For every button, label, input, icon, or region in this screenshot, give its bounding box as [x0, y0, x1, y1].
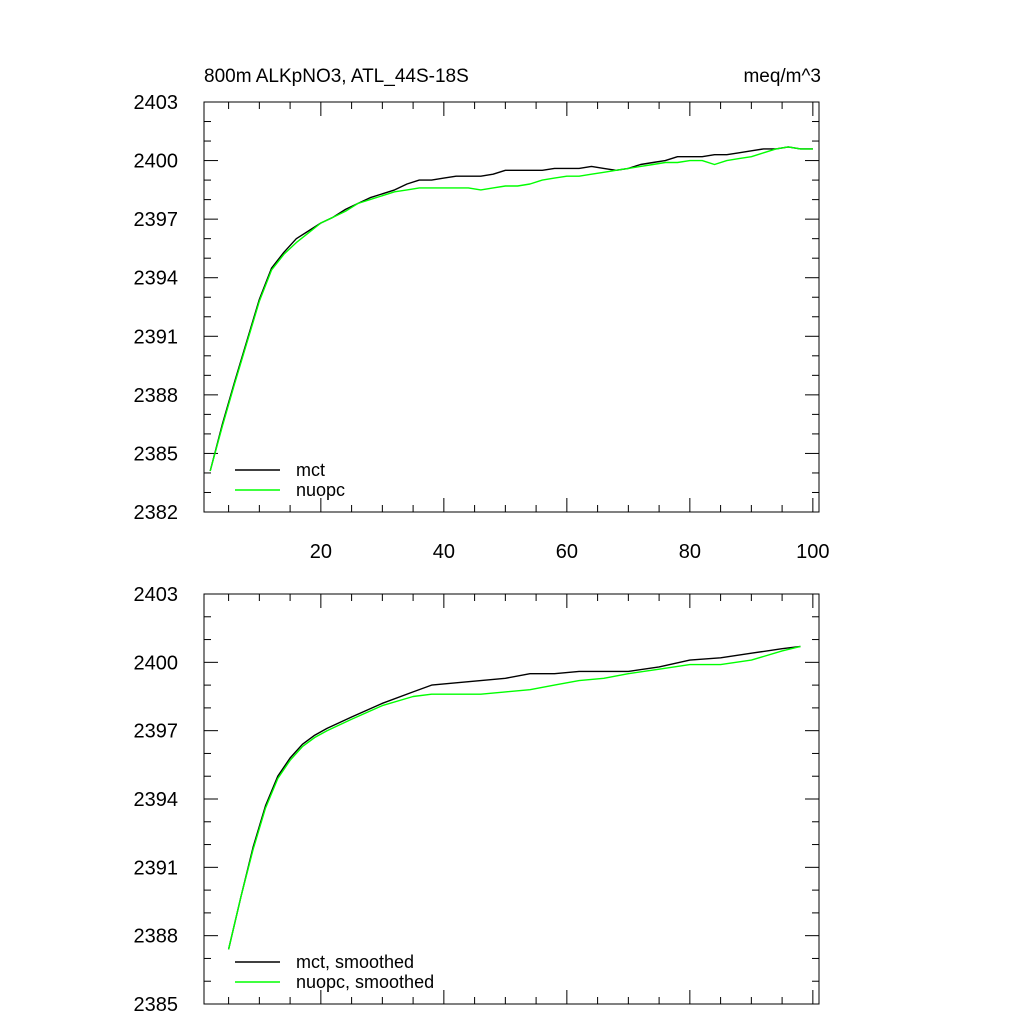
top-x-axis: 20 40 60 80 100: [228, 102, 830, 563]
x-tick-label: 20: [310, 541, 332, 563]
top-panel: 800m ALKpNO3, ATL_44S-18S meq/m^3 238223…: [134, 66, 830, 563]
legend-label-mct-smoothed: mct, smoothed: [296, 952, 414, 972]
y-tick-label: 2388: [134, 385, 179, 407]
y-tick-label: 2388: [134, 926, 179, 948]
top-plot-frame: [203, 101, 820, 513]
bottom-panel: 2385 2388 2391 2394 2397 2400 2403 mct, smooth…: [134, 584, 820, 1016]
y-tick-label: 2403: [134, 584, 179, 606]
chart-title: 800m ALKpNO3, ATL_44S-18S: [204, 66, 469, 87]
top-y-axis: 2382 2385 2388 2391 2394 2397 2400 2403: [134, 92, 819, 524]
x-tick-label: 100: [796, 541, 829, 563]
series-line-mct-smoothed: [227, 645, 801, 950]
y-tick-label: 2391: [134, 857, 179, 879]
top-legend: mct nuopc: [235, 460, 345, 500]
y-tick-label: 2403: [134, 92, 179, 114]
y-tick-label: 2394: [134, 268, 179, 290]
y-tick-label: 2382: [134, 502, 179, 524]
x-tick-label: 80: [679, 541, 701, 563]
bottom-x-axis: [228, 594, 814, 1004]
legend-label-nuopc: nuopc: [296, 480, 345, 500]
y-tick-label: 2391: [134, 326, 179, 348]
top-series-lines: [209, 146, 813, 472]
legend-label-mct: mct: [296, 460, 325, 480]
y-tick-label: 2400: [134, 652, 179, 674]
y-tick-label: 2397: [134, 209, 179, 231]
series-line-mct: [209, 146, 813, 472]
legend-label-nuopc-smoothed: nuopc, smoothed: [296, 972, 434, 992]
series-line-nuopc: [209, 146, 813, 472]
series-line-nuopc-smoothed: [227, 645, 801, 950]
bottom-y-axis: 2385 2388 2391 2394 2397 2400 2403: [134, 584, 819, 1016]
bottom-legend: mct, smoothed nuopc, smoothed: [235, 952, 434, 992]
y-tick-label: 2400: [134, 151, 179, 173]
y-tick-label: 2385: [134, 994, 179, 1016]
x-tick-label: 40: [433, 541, 455, 563]
bottom-series-lines: [227, 645, 801, 950]
y-tick-label: 2397: [134, 721, 179, 743]
bottom-plot-frame: [203, 593, 820, 1005]
y-tick-label: 2394: [134, 789, 179, 811]
units-label: meq/m^3: [743, 66, 821, 87]
x-tick-label: 60: [556, 541, 578, 563]
y-tick-label: 2385: [134, 443, 179, 465]
